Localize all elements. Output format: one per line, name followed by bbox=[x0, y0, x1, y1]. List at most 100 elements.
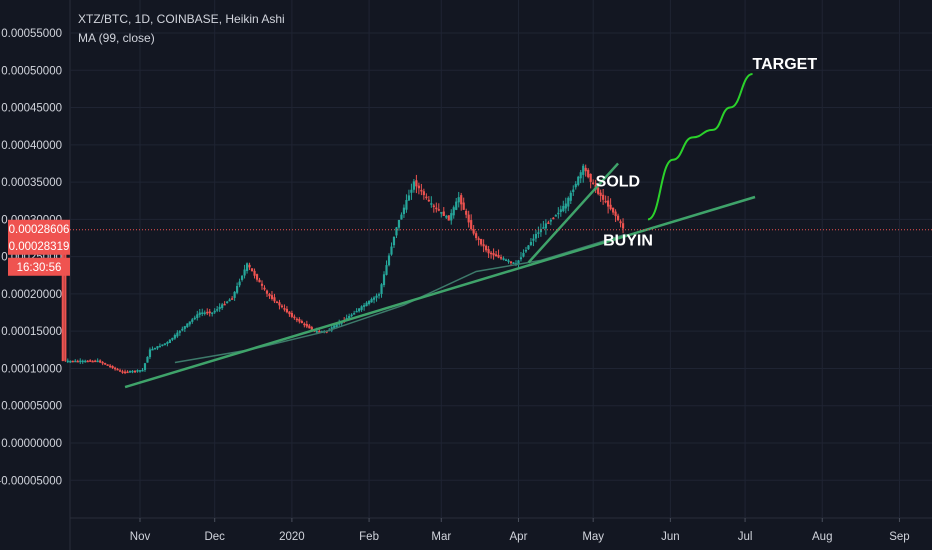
candle-body bbox=[176, 332, 179, 337]
candle-body bbox=[138, 370, 142, 372]
candle-body bbox=[240, 275, 244, 280]
candle-body bbox=[619, 221, 622, 224]
candle-body bbox=[156, 346, 159, 349]
candle-body bbox=[308, 325, 311, 329]
candle-body bbox=[584, 167, 587, 172]
candle-body bbox=[216, 309, 219, 311]
y-tick-label: 0.00055000 bbox=[1, 28, 62, 40]
candle-body bbox=[552, 217, 555, 220]
candle-body bbox=[79, 360, 82, 363]
candle-body bbox=[198, 312, 201, 315]
candle-body bbox=[151, 348, 154, 351]
y-tick-label: 0.00000000 bbox=[1, 438, 62, 450]
x-tick-label: Jul bbox=[738, 531, 753, 543]
candle-body bbox=[71, 360, 74, 363]
candle-body bbox=[101, 361, 104, 364]
candle-body bbox=[203, 312, 206, 314]
candle-body bbox=[370, 298, 373, 303]
countdown-tag-bg bbox=[8, 257, 70, 276]
candle-body bbox=[524, 250, 528, 252]
y-tick-label: 0.00005000 bbox=[1, 401, 62, 413]
candle-body bbox=[385, 265, 388, 275]
candle-body bbox=[452, 207, 455, 216]
candle-body bbox=[375, 295, 378, 298]
candle-body bbox=[74, 360, 77, 363]
candle-body bbox=[537, 232, 540, 234]
candle-body bbox=[348, 316, 351, 319]
x-tick-label: Aug bbox=[812, 531, 832, 543]
x-tick-label: Feb bbox=[359, 531, 379, 543]
candle-body bbox=[616, 215, 620, 221]
candle-body bbox=[597, 187, 600, 194]
candle-body bbox=[173, 335, 176, 339]
candle-body bbox=[338, 323, 341, 325]
candle-body bbox=[186, 323, 189, 328]
candle-body bbox=[171, 337, 174, 340]
candle-body bbox=[377, 294, 381, 296]
candle-body bbox=[188, 321, 191, 325]
y-tick-label: 0.00010000 bbox=[1, 363, 62, 375]
candle-body bbox=[250, 268, 254, 272]
candle-body bbox=[94, 360, 97, 363]
candle-body bbox=[333, 325, 336, 329]
x-tick-label: May bbox=[582, 531, 604, 543]
candle-body bbox=[268, 293, 271, 297]
candle-body bbox=[532, 238, 535, 241]
candle-body bbox=[91, 360, 94, 363]
candle-body bbox=[218, 306, 221, 309]
projection-curve bbox=[647, 73, 753, 221]
candle-body bbox=[236, 286, 239, 293]
annotation-buyin: BUYIN bbox=[603, 232, 653, 249]
candle-body bbox=[228, 299, 231, 302]
candle-body bbox=[238, 281, 241, 286]
candle-body bbox=[96, 360, 99, 363]
moving-average-line bbox=[174, 233, 626, 364]
candle-body bbox=[559, 209, 562, 213]
candle-body bbox=[395, 227, 398, 236]
candle-body bbox=[387, 255, 391, 266]
x-tick-label: Nov bbox=[130, 531, 151, 543]
candle-body bbox=[539, 229, 542, 233]
current-price-tag-bg bbox=[8, 219, 70, 238]
candle-body bbox=[81, 360, 84, 363]
candle-body bbox=[221, 304, 224, 309]
indicator-label[interactable]: MA (99, close) bbox=[78, 31, 155, 45]
candle-body bbox=[420, 189, 423, 192]
candle-body bbox=[465, 210, 468, 215]
candle-body bbox=[402, 207, 406, 215]
y-tick-label: 0.00050000 bbox=[1, 65, 62, 77]
candle-body bbox=[69, 360, 72, 363]
candle-body bbox=[64, 232, 67, 361]
candle-body bbox=[427, 199, 430, 202]
y-tick-label: 0.00020000 bbox=[1, 289, 62, 301]
candle-body bbox=[579, 172, 582, 179]
x-tick-label: Sep bbox=[889, 531, 909, 543]
candle-body bbox=[303, 323, 306, 326]
y-tick-label: 0.00035000 bbox=[1, 177, 62, 189]
candle-body bbox=[231, 298, 234, 300]
candle-body bbox=[153, 348, 157, 350]
candle-body bbox=[146, 356, 149, 363]
candle-body bbox=[604, 200, 607, 203]
candles bbox=[61, 163, 625, 375]
candle-body bbox=[462, 202, 465, 210]
candle-body bbox=[121, 371, 124, 373]
candle-body bbox=[161, 344, 164, 346]
candle-body bbox=[529, 242, 533, 245]
candle-body bbox=[133, 370, 137, 373]
candle-body bbox=[111, 365, 114, 369]
candle-body bbox=[191, 319, 194, 322]
symbol-title[interactable]: XTZ/BTC, 1D, COINBASE, Heikin Ashi bbox=[78, 12, 285, 26]
candle-body bbox=[285, 308, 289, 313]
chart-grid bbox=[69, 0, 932, 550]
candle-body bbox=[345, 318, 348, 320]
candle-body bbox=[178, 331, 181, 333]
candle-body bbox=[380, 284, 383, 295]
candle-body bbox=[128, 370, 132, 373]
candle-body bbox=[318, 330, 321, 333]
candle-body bbox=[554, 215, 557, 217]
candle-body bbox=[397, 219, 401, 228]
candle-body bbox=[360, 306, 363, 310]
candle-body bbox=[104, 363, 107, 365]
